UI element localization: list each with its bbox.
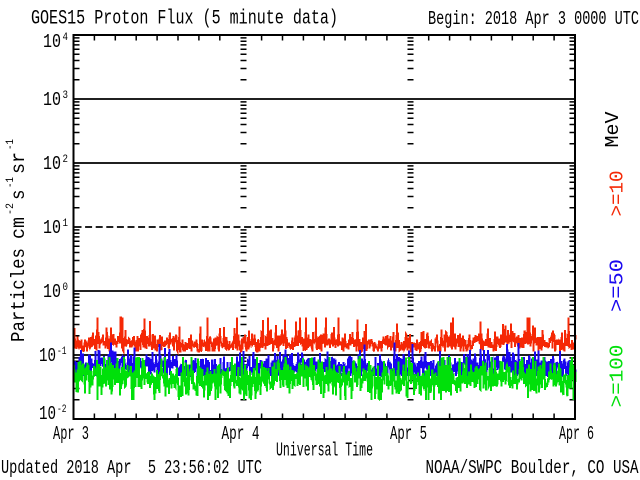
svg-text:cm: cm <box>8 217 30 239</box>
svg-text:Apr 5: Apr 5 <box>390 423 427 445</box>
svg-text:Apr 3: Apr 3 <box>53 423 89 445</box>
svg-text:2: 2 <box>63 154 69 166</box>
svg-text:-1: -1 <box>5 139 17 150</box>
svg-text:-2: -2 <box>5 203 17 215</box>
svg-text:3: 3 <box>63 90 69 102</box>
svg-text:-2: -2 <box>57 404 67 416</box>
svg-text:Apr 4: Apr 4 <box>222 423 260 445</box>
svg-text:0: 0 <box>63 282 69 294</box>
svg-text:10: 10 <box>43 281 61 303</box>
svg-text:>=50: >=50 <box>607 259 629 312</box>
svg-text:>=10: >=10 <box>607 171 629 217</box>
svg-text:Updated 2018 Apr 5 23:56:02 U: Updated 2018 Apr 5 23:56:02 UTC <box>1 457 262 479</box>
svg-text:4: 4 <box>63 32 69 44</box>
svg-text:1: 1 <box>63 218 69 230</box>
svg-text:-1: -1 <box>57 346 67 358</box>
svg-text:sr: sr <box>8 152 30 174</box>
svg-text:Particles: Particles <box>8 248 30 342</box>
svg-text:10: 10 <box>43 31 61 53</box>
svg-text:10: 10 <box>39 345 56 367</box>
svg-text:Universal Time: Universal Time <box>276 440 373 462</box>
svg-text:MeV: MeV <box>602 111 624 148</box>
svg-text:>=100: >=100 <box>607 345 629 408</box>
svg-text:Apr 6: Apr 6 <box>559 423 594 445</box>
svg-text:NOAA/SWPC Boulder, CO USA: NOAA/SWPC Boulder, CO USA <box>426 457 639 479</box>
svg-text:10: 10 <box>43 89 61 111</box>
svg-text:-1: -1 <box>5 177 17 188</box>
svg-text:s: s <box>8 190 30 201</box>
svg-text:GOES15 Proton Flux (5 minute d: GOES15 Proton Flux (5 minute data) <box>31 8 338 31</box>
svg-text:Begin: 2018 Apr 3 0000 UTC: Begin: 2018 Apr 3 0000 UTC <box>428 8 639 30</box>
svg-text:10: 10 <box>43 217 61 239</box>
svg-text:10: 10 <box>39 403 56 425</box>
svg-text:10: 10 <box>43 153 61 175</box>
